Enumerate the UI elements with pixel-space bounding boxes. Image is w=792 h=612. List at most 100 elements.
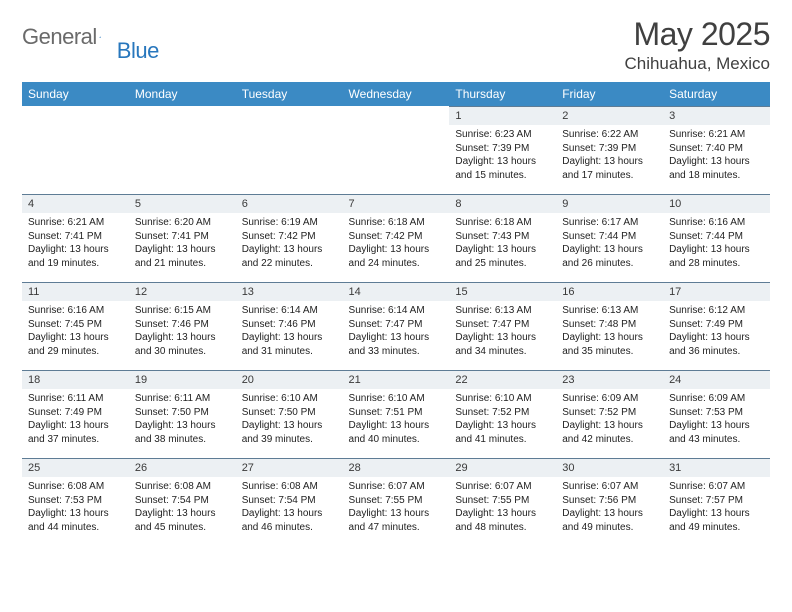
sunrise-line: Sunrise: 6:21 AM: [28, 216, 123, 230]
sunset-line: Sunset: 7:57 PM: [669, 494, 764, 508]
daylight-line: Daylight: 13 hours and 45 minutes.: [135, 507, 230, 534]
weekday-header: Wednesday: [343, 82, 450, 106]
sunrise-line: Sunrise: 6:23 AM: [455, 128, 550, 142]
daylight-line: Daylight: 13 hours and 38 minutes.: [135, 419, 230, 446]
calendar-cell: 7Sunrise: 6:18 AMSunset: 7:42 PMDaylight…: [343, 194, 450, 282]
month-title: May 2025: [624, 18, 770, 50]
daylight-line: Daylight: 13 hours and 15 minutes.: [455, 155, 550, 182]
sunrise-line: Sunrise: 6:08 AM: [242, 480, 337, 494]
sunset-line: Sunset: 7:55 PM: [349, 494, 444, 508]
calendar-cell: 21Sunrise: 6:10 AMSunset: 7:51 PMDayligh…: [343, 370, 450, 458]
daylight-line: Daylight: 13 hours and 29 minutes.: [28, 331, 123, 358]
sunrise-line: Sunrise: 6:22 AM: [562, 128, 657, 142]
weekday-header: Sunday: [22, 82, 129, 106]
sunrise-line: Sunrise: 6:10 AM: [242, 392, 337, 406]
calendar-cell: 29Sunrise: 6:07 AMSunset: 7:55 PMDayligh…: [449, 458, 556, 546]
daylight-line: Daylight: 13 hours and 35 minutes.: [562, 331, 657, 358]
calendar-cell: 11Sunrise: 6:16 AMSunset: 7:45 PMDayligh…: [22, 282, 129, 370]
sunset-line: Sunset: 7:44 PM: [669, 230, 764, 244]
calendar-cell: [22, 106, 129, 194]
sunrise-line: Sunrise: 6:10 AM: [349, 392, 444, 406]
location-label: Chihuahua, Mexico: [624, 54, 770, 74]
day-number: 16: [556, 283, 663, 301]
sunrise-line: Sunrise: 6:21 AM: [669, 128, 764, 142]
calendar-cell: 12Sunrise: 6:15 AMSunset: 7:46 PMDayligh…: [129, 282, 236, 370]
triangle-icon: [99, 27, 101, 47]
calendar-cell: 13Sunrise: 6:14 AMSunset: 7:46 PMDayligh…: [236, 282, 343, 370]
daylight-line: Daylight: 13 hours and 31 minutes.: [242, 331, 337, 358]
calendar-cell: 28Sunrise: 6:07 AMSunset: 7:55 PMDayligh…: [343, 458, 450, 546]
sunset-line: Sunset: 7:40 PM: [669, 142, 764, 156]
calendar-cell: 10Sunrise: 6:16 AMSunset: 7:44 PMDayligh…: [663, 194, 770, 282]
sunset-line: Sunset: 7:41 PM: [28, 230, 123, 244]
calendar-cell: 6Sunrise: 6:19 AMSunset: 7:42 PMDaylight…: [236, 194, 343, 282]
sunrise-line: Sunrise: 6:20 AM: [135, 216, 230, 230]
calendar-cell: 20Sunrise: 6:10 AMSunset: 7:50 PMDayligh…: [236, 370, 343, 458]
sunset-line: Sunset: 7:49 PM: [669, 318, 764, 332]
calendar-cell: 14Sunrise: 6:14 AMSunset: 7:47 PMDayligh…: [343, 282, 450, 370]
sunset-line: Sunset: 7:48 PM: [562, 318, 657, 332]
day-number: 18: [22, 371, 129, 389]
sunset-line: Sunset: 7:46 PM: [242, 318, 337, 332]
calendar-cell: 23Sunrise: 6:09 AMSunset: 7:52 PMDayligh…: [556, 370, 663, 458]
calendar-cell: 4Sunrise: 6:21 AMSunset: 7:41 PMDaylight…: [22, 194, 129, 282]
daylight-line: Daylight: 13 hours and 36 minutes.: [669, 331, 764, 358]
daylight-line: Daylight: 13 hours and 40 minutes.: [349, 419, 444, 446]
calendar-cell: 24Sunrise: 6:09 AMSunset: 7:53 PMDayligh…: [663, 370, 770, 458]
sunset-line: Sunset: 7:47 PM: [349, 318, 444, 332]
daylight-line: Daylight: 13 hours and 47 minutes.: [349, 507, 444, 534]
sunrise-line: Sunrise: 6:17 AM: [562, 216, 657, 230]
sunrise-line: Sunrise: 6:14 AM: [349, 304, 444, 318]
sunset-line: Sunset: 7:47 PM: [455, 318, 550, 332]
daylight-line: Daylight: 13 hours and 17 minutes.: [562, 155, 657, 182]
sunrise-line: Sunrise: 6:19 AM: [242, 216, 337, 230]
sunset-line: Sunset: 7:39 PM: [455, 142, 550, 156]
daylight-line: Daylight: 13 hours and 41 minutes.: [455, 419, 550, 446]
daylight-line: Daylight: 13 hours and 48 minutes.: [455, 507, 550, 534]
weekday-header: Saturday: [663, 82, 770, 106]
sunset-line: Sunset: 7:43 PM: [455, 230, 550, 244]
sunrise-line: Sunrise: 6:11 AM: [135, 392, 230, 406]
sunrise-line: Sunrise: 6:10 AM: [455, 392, 550, 406]
day-number: 2: [556, 107, 663, 125]
daylight-line: Daylight: 13 hours and 18 minutes.: [669, 155, 764, 182]
day-number: 22: [449, 371, 556, 389]
day-number: 3: [663, 107, 770, 125]
sunrise-line: Sunrise: 6:08 AM: [28, 480, 123, 494]
daylight-line: Daylight: 13 hours and 49 minutes.: [562, 507, 657, 534]
daylight-line: Daylight: 13 hours and 25 minutes.: [455, 243, 550, 270]
day-number: 26: [129, 459, 236, 477]
daylight-line: Daylight: 13 hours and 44 minutes.: [28, 507, 123, 534]
day-number: 29: [449, 459, 556, 477]
day-number: 27: [236, 459, 343, 477]
sunset-line: Sunset: 7:52 PM: [562, 406, 657, 420]
sunset-line: Sunset: 7:50 PM: [135, 406, 230, 420]
calendar-cell: 27Sunrise: 6:08 AMSunset: 7:54 PMDayligh…: [236, 458, 343, 546]
sunset-line: Sunset: 7:42 PM: [242, 230, 337, 244]
calendar-cell: 25Sunrise: 6:08 AMSunset: 7:53 PMDayligh…: [22, 458, 129, 546]
calendar-cell: 15Sunrise: 6:13 AMSunset: 7:47 PMDayligh…: [449, 282, 556, 370]
day-number: 4: [22, 195, 129, 213]
calendar-cell: 18Sunrise: 6:11 AMSunset: 7:49 PMDayligh…: [22, 370, 129, 458]
sunrise-line: Sunrise: 6:07 AM: [349, 480, 444, 494]
day-number: 1: [449, 107, 556, 125]
day-number: 21: [343, 371, 450, 389]
daylight-line: Daylight: 13 hours and 49 minutes.: [669, 507, 764, 534]
sunrise-line: Sunrise: 6:18 AM: [349, 216, 444, 230]
day-number: 20: [236, 371, 343, 389]
day-number: 8: [449, 195, 556, 213]
calendar-cell: 2Sunrise: 6:22 AMSunset: 7:39 PMDaylight…: [556, 106, 663, 194]
sunset-line: Sunset: 7:53 PM: [28, 494, 123, 508]
daylight-line: Daylight: 13 hours and 43 minutes.: [669, 419, 764, 446]
day-number: 30: [556, 459, 663, 477]
daylight-line: Daylight: 13 hours and 24 minutes.: [349, 243, 444, 270]
day-number: 7: [343, 195, 450, 213]
sunrise-line: Sunrise: 6:16 AM: [28, 304, 123, 318]
day-number: 9: [556, 195, 663, 213]
daylight-line: Daylight: 13 hours and 28 minutes.: [669, 243, 764, 270]
sunset-line: Sunset: 7:41 PM: [135, 230, 230, 244]
day-number: 5: [129, 195, 236, 213]
calendar-cell: 5Sunrise: 6:20 AMSunset: 7:41 PMDaylight…: [129, 194, 236, 282]
sunrise-line: Sunrise: 6:15 AM: [135, 304, 230, 318]
sunrise-line: Sunrise: 6:13 AM: [562, 304, 657, 318]
